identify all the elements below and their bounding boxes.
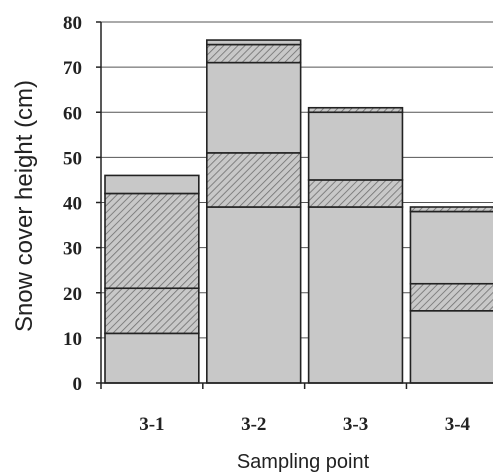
y-tick-labels: 0 10 20 30 40 50 60 70 80 [63, 13, 82, 395]
y-tick-label: 30 [63, 239, 82, 260]
bar-segment [104, 192, 200, 290]
x-tick-label: 3-1 [139, 414, 164, 435]
bar-segment [104, 287, 200, 335]
x-axis-title: Sampling point [237, 451, 370, 473]
y-tick-label: 10 [63, 329, 82, 350]
y-tick-label: 20 [63, 284, 82, 305]
bar-segment [206, 61, 302, 154]
bar-segment [206, 39, 302, 46]
bar-3-3 [307, 106, 404, 384]
x-tick-label: 3-2 [241, 414, 266, 435]
y-axis-title: Snow cover height (cm) [11, 80, 38, 332]
y-tick-label: 0 [73, 374, 83, 395]
bar-segment [409, 210, 493, 285]
bars [104, 39, 493, 384]
bar-segment [307, 106, 404, 114]
bar-segment [409, 206, 493, 213]
x-tick-label: 3-3 [343, 414, 368, 435]
bar-segment [307, 111, 404, 181]
bar-segment [104, 174, 200, 195]
x-tick-labels: 3-1 3-2 3-3 3-4 [139, 414, 470, 435]
bar-segment [206, 43, 302, 64]
x-tick-label: 3-4 [445, 414, 471, 435]
axes [96, 21, 493, 389]
y-tick-label: 40 [63, 194, 82, 215]
bar-3-1 [104, 174, 200, 384]
bar-segment [409, 282, 493, 312]
bar-segment [206, 206, 302, 384]
bar-segment [104, 332, 200, 384]
y-tick-label: 50 [63, 148, 82, 169]
y-tick-label: 60 [63, 103, 82, 124]
bar-3-4 [409, 206, 493, 384]
y-tick-label: 70 [63, 58, 82, 79]
bar-segment [307, 206, 404, 384]
bar-segment [409, 309, 493, 384]
bar-segment [206, 152, 302, 208]
y-tick-label: 80 [63, 13, 82, 34]
bar-3-2 [206, 39, 302, 384]
bar-segment [307, 179, 404, 208]
